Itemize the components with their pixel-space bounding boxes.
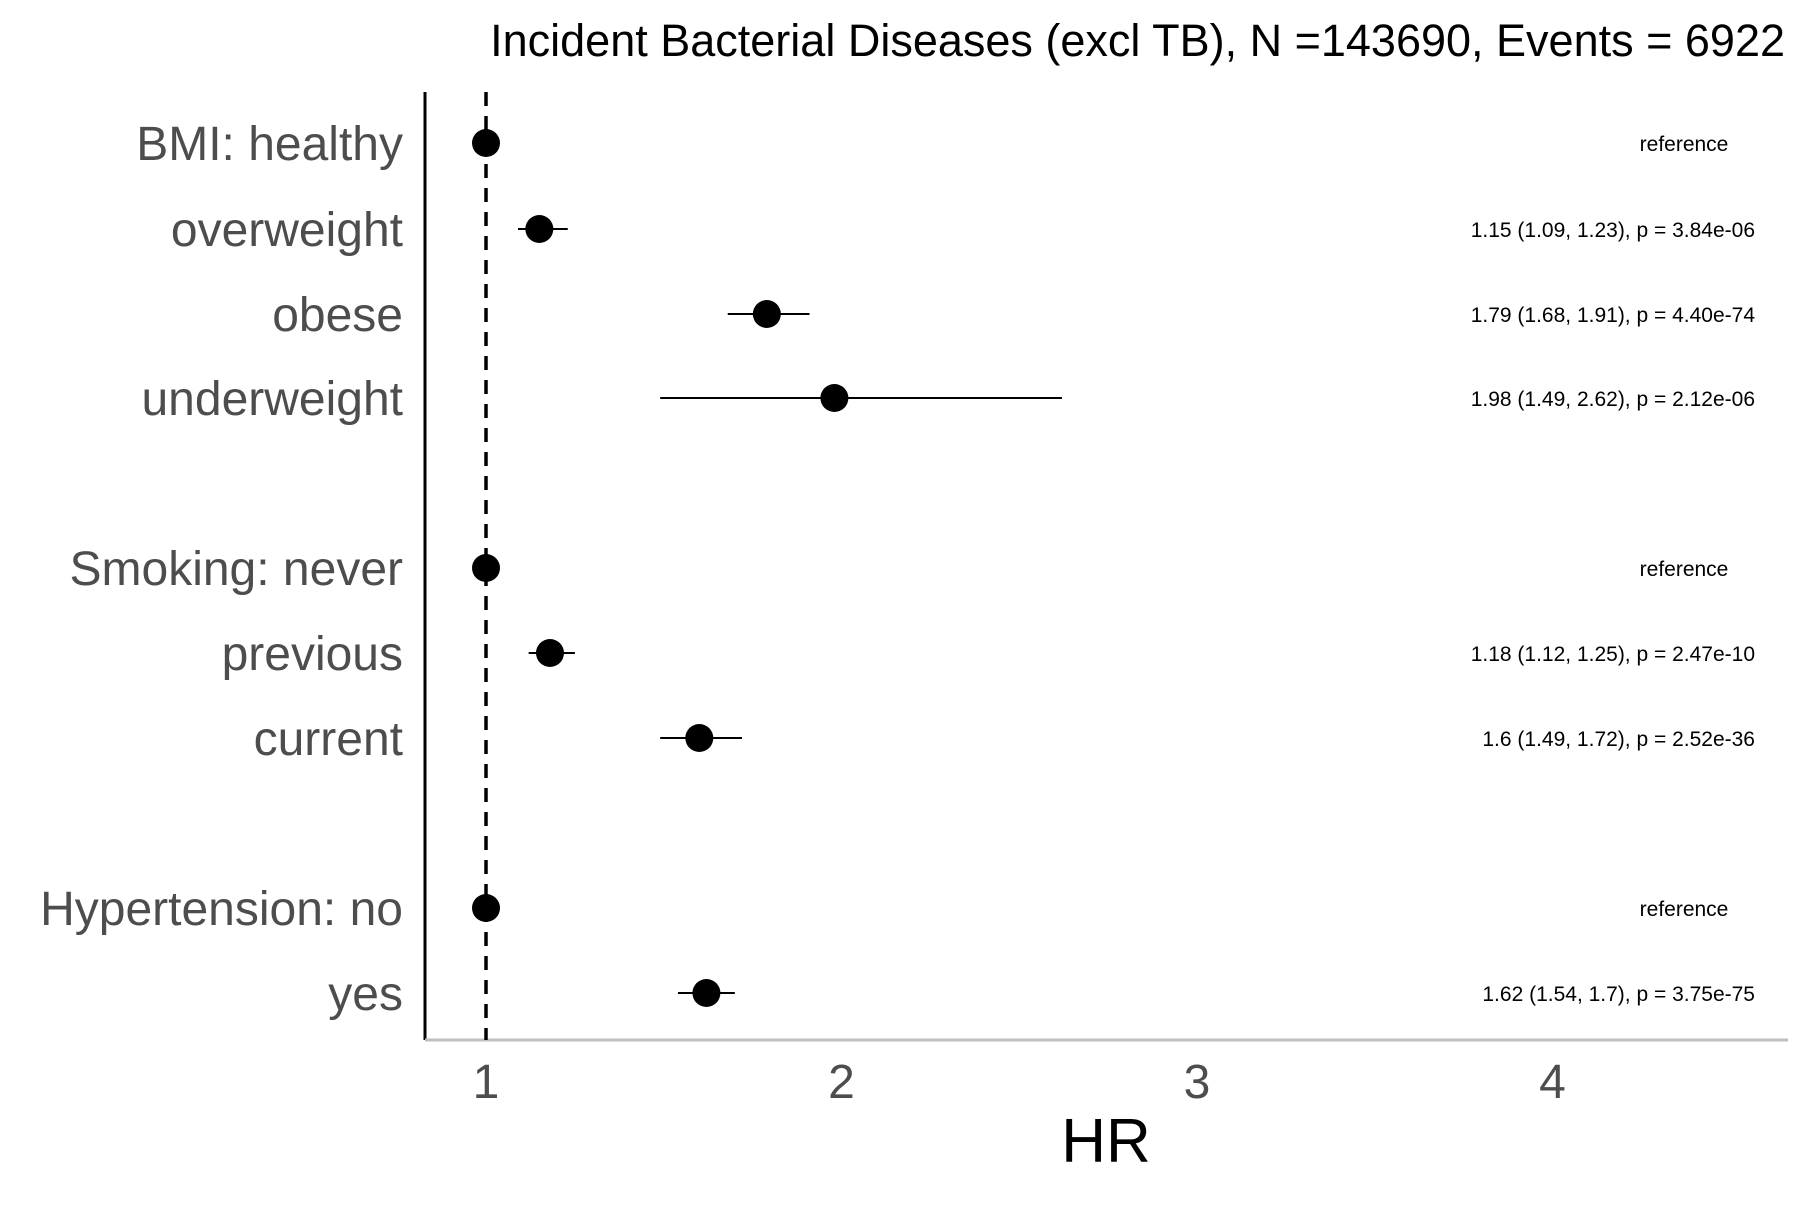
marks-layer — [472, 129, 1062, 1007]
row-label: overweight — [171, 204, 403, 257]
row-label: yes — [328, 968, 403, 1021]
row-annotation: 1.18 (1.12, 1.25), p = 2.47e-10 — [1471, 643, 1755, 666]
row-label: underweight — [141, 373, 403, 426]
row-label: current — [254, 713, 403, 766]
row-label: Smoking: never — [70, 543, 404, 596]
labels-layer: 1 2 3 4 BMI: healthy reference overweight 1.15 … — [40, 118, 1755, 1109]
hr-point — [472, 554, 500, 582]
row-annotation: reference — [1640, 558, 1729, 581]
axes-layer — [423, 92, 1788, 1042]
row-annotation: reference — [1640, 898, 1729, 921]
x-axis-title: HR — [1061, 1107, 1151, 1176]
hr-point — [525, 215, 554, 243]
hr-point — [752, 300, 781, 328]
x-tick-label: 4 — [1539, 1056, 1566, 1109]
hr-point — [820, 384, 849, 412]
row-annotation: reference — [1640, 133, 1729, 156]
hr-point — [685, 724, 714, 752]
hr-point — [472, 129, 500, 157]
hr-point — [692, 979, 721, 1007]
row-annotation: 1.79 (1.68, 1.91), p = 4.40e-74 — [1471, 304, 1756, 327]
chart-title: Incident Bacterial Diseases (excl TB), N… — [490, 15, 1785, 66]
x-tick-label: 1 — [473, 1056, 500, 1109]
row-label: obese — [272, 289, 403, 342]
hr-point — [472, 894, 500, 922]
row-annotation: 1.98 (1.49, 2.62), p = 2.12e-06 — [1471, 388, 1755, 411]
x-tick-label: 2 — [828, 1056, 855, 1109]
row-label: Hypertension: no — [40, 883, 403, 936]
row-annotation: 1.62 (1.54, 1.7), p = 3.75e-75 — [1482, 983, 1755, 1006]
row-annotation: 1.6 (1.49, 1.72), p = 2.52e-36 — [1482, 728, 1755, 751]
row-label: BMI: healthy — [136, 118, 403, 171]
row-annotation: 1.15 (1.09, 1.23), p = 3.84e-06 — [1471, 219, 1755, 242]
hr-point — [535, 639, 564, 667]
x-tick-label: 3 — [1184, 1056, 1211, 1109]
row-label: previous — [222, 628, 403, 681]
